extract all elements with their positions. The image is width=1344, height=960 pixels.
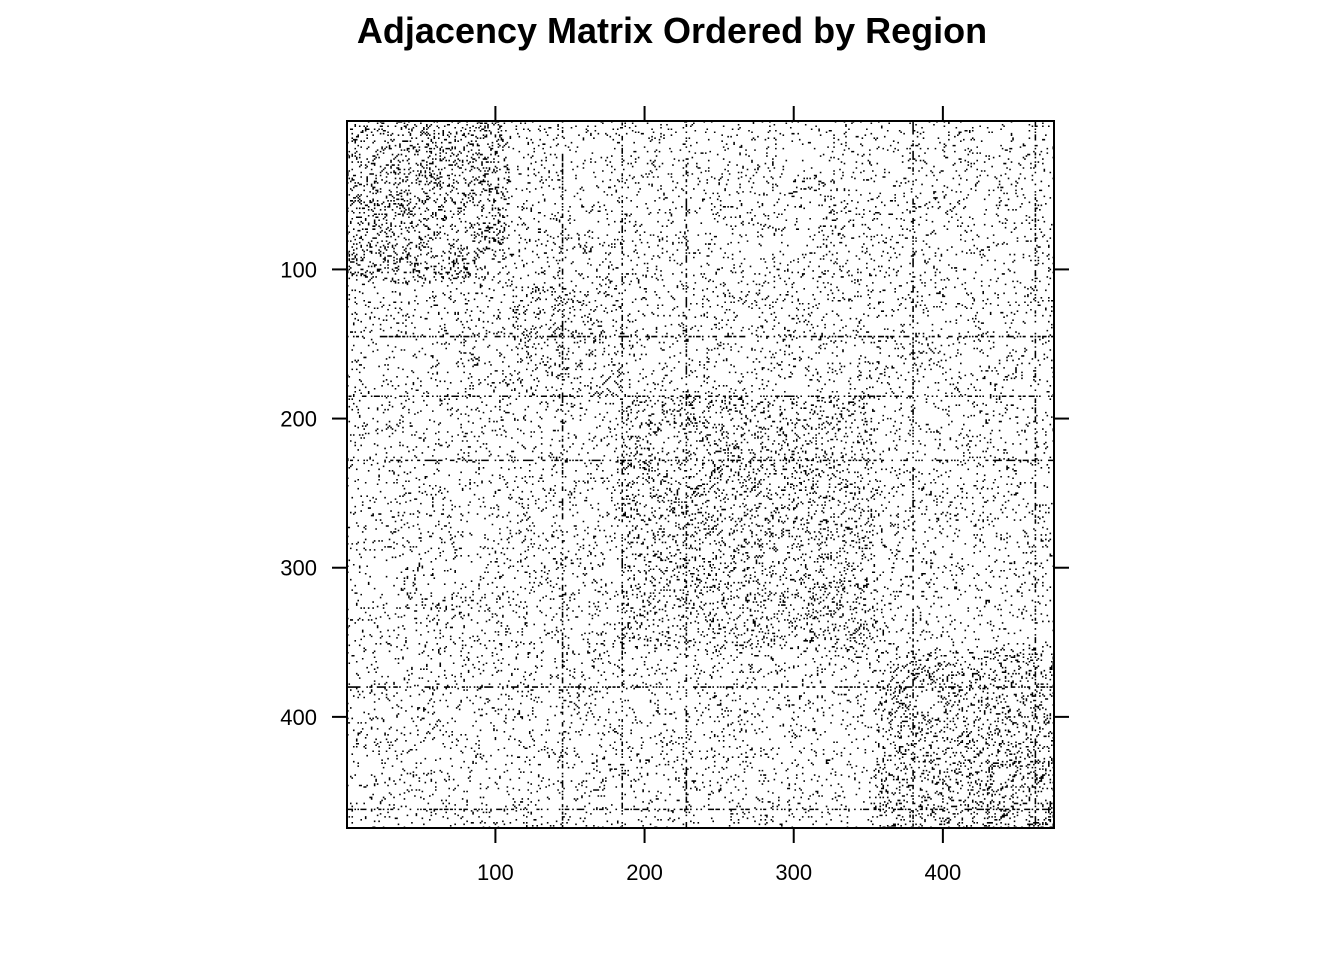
axis-ticks <box>332 106 1069 843</box>
chart-title: Adjacency Matrix Ordered by Region <box>356 10 988 51</box>
x-tick-label: 400 <box>925 860 962 885</box>
y-tick-label: 100 <box>280 257 317 282</box>
matrix-cell-marks <box>347 121 1055 829</box>
y-tick-label: 400 <box>280 705 317 730</box>
x-tick-label: 100 <box>477 860 514 885</box>
x-tick-label: 200 <box>626 860 663 885</box>
plot-frame <box>346 120 1055 829</box>
y-tick-label: 200 <box>280 407 317 432</box>
y-tick-label: 300 <box>280 556 317 581</box>
x-tick-label: 300 <box>775 860 812 885</box>
axis-tick-labels: 100 200 300 400 100 200 300 400 <box>280 257 961 885</box>
matrix-cells <box>347 121 1055 829</box>
